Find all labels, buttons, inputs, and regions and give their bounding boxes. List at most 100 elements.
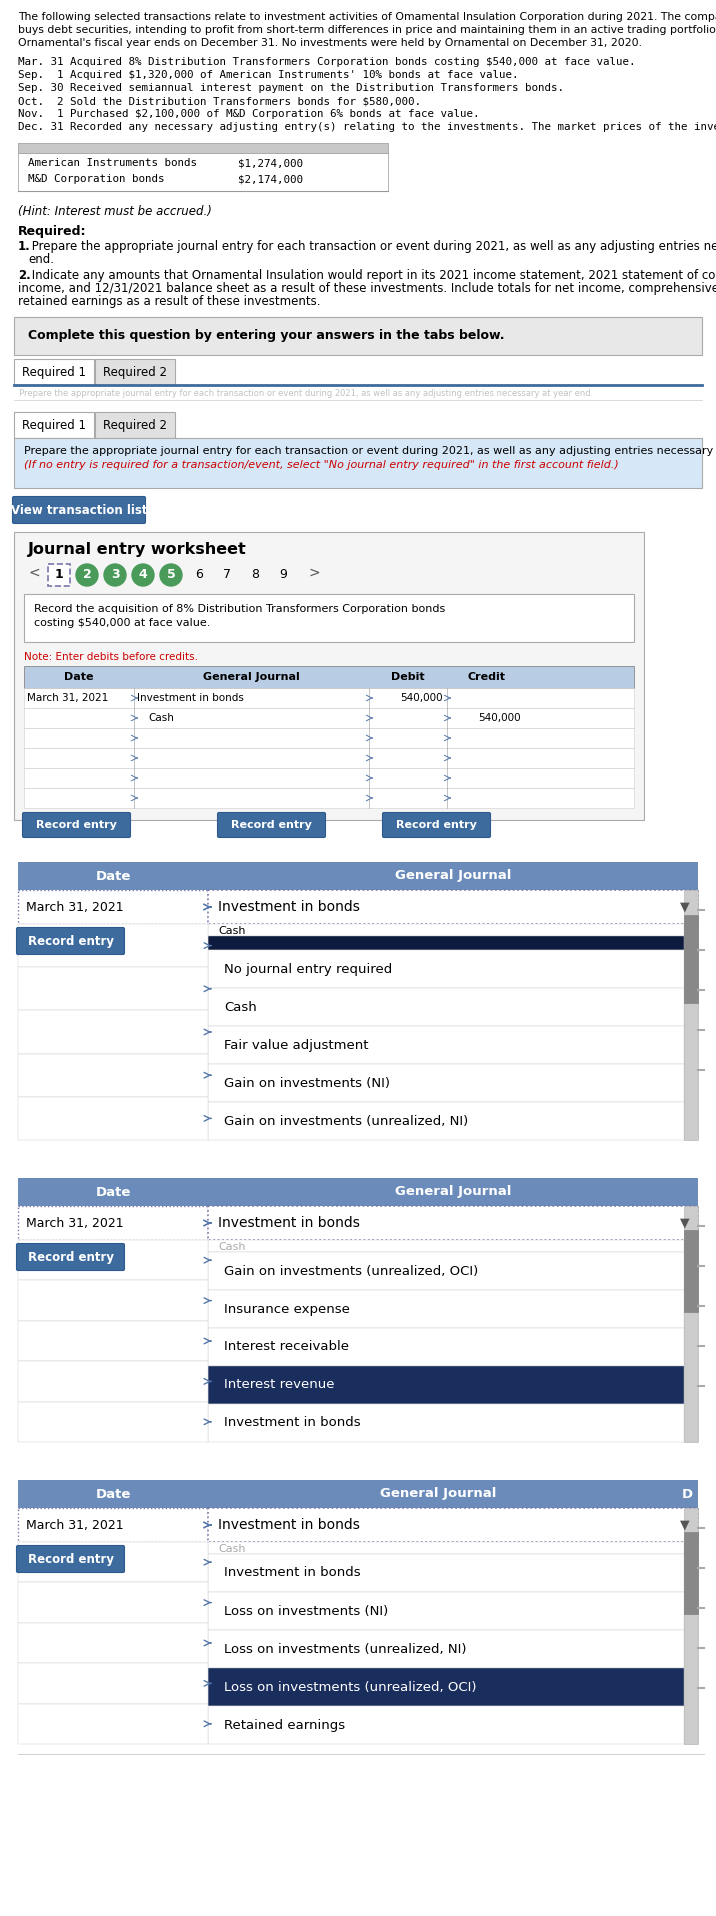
Text: Gain on investments (unrealized, NI): Gain on investments (unrealized, NI)	[224, 1115, 468, 1127]
Text: Record entry: Record entry	[27, 1251, 114, 1263]
Text: Date: Date	[95, 1186, 131, 1199]
Text: American Instruments bonds: American Instruments bonds	[28, 157, 197, 169]
Text: retained earnings as a result of these investments.: retained earnings as a result of these i…	[18, 295, 321, 308]
Text: Prepare the appropriate journal entry for each transaction or event during 2021,: Prepare the appropriate journal entry fo…	[19, 389, 594, 399]
Bar	[684, 1205, 698, 1443]
FancyBboxPatch shape	[12, 496, 145, 523]
Bar	[18, 1703, 208, 1744]
Bar	[14, 439, 702, 489]
Bar	[18, 1542, 208, 1583]
Text: Record the acquisition of 8% Distribution Transformers Corporation bonds: Record the acquisition of 8% Distributio…	[34, 604, 445, 613]
Bar	[18, 1054, 208, 1096]
Bar	[18, 1205, 208, 1240]
Bar	[208, 1404, 684, 1443]
FancyBboxPatch shape	[16, 1546, 125, 1573]
Text: Gain on investments (unrealized, OCI): Gain on investments (unrealized, OCI)	[224, 1265, 478, 1278]
Bar	[14, 316, 702, 354]
Text: Investment in bonds: Investment in bonds	[218, 901, 360, 914]
Text: ▼: ▼	[680, 1519, 690, 1531]
Text: Required 2: Required 2	[103, 418, 167, 431]
Bar	[18, 1096, 208, 1140]
Bar	[208, 1205, 698, 1240]
Text: Investment in bonds: Investment in bonds	[224, 1416, 361, 1429]
Text: Investment in bonds: Investment in bonds	[218, 1517, 360, 1533]
Bar	[18, 1508, 208, 1542]
Text: M&D Corporation bonds: M&D Corporation bonds	[28, 174, 165, 184]
Text: $1,274,000: $1,274,000	[238, 157, 303, 169]
Bar	[95, 412, 175, 439]
Text: Investment in bonds: Investment in bonds	[137, 694, 244, 703]
Text: Required 1: Required 1	[22, 418, 86, 431]
Text: Retained earnings: Retained earnings	[224, 1719, 345, 1732]
Text: Required:: Required:	[18, 224, 87, 238]
Text: >: >	[308, 565, 319, 581]
Bar	[18, 1403, 208, 1443]
Bar	[18, 1360, 208, 1403]
Text: Ornamental's fiscal year ends on December 31. No investments were held by Orname: Ornamental's fiscal year ends on Decembe…	[18, 38, 642, 48]
Text: ▼: ▼	[680, 1217, 690, 1230]
Text: (Hint: Interest must be accrued.): (Hint: Interest must be accrued.)	[18, 205, 212, 218]
Bar	[208, 1063, 684, 1102]
Text: Date: Date	[95, 1487, 131, 1500]
Bar	[208, 924, 684, 937]
Bar	[208, 1025, 684, 1063]
Text: 6: 6	[195, 569, 203, 581]
Text: Interest receivable: Interest receivable	[224, 1341, 349, 1353]
Bar	[208, 1289, 684, 1328]
Text: Indicate any amounts that Ornamental Insulation would report in its 2021 income : Indicate any amounts that Ornamental Ins…	[28, 268, 716, 282]
Bar	[18, 968, 208, 1010]
Bar	[24, 747, 634, 768]
Text: Date: Date	[64, 673, 94, 682]
Text: Credit: Credit	[467, 673, 505, 682]
Bar	[24, 594, 634, 642]
FancyBboxPatch shape	[382, 812, 490, 837]
FancyBboxPatch shape	[22, 812, 130, 837]
Bar	[24, 728, 634, 747]
Bar	[208, 950, 684, 989]
Text: Record entry: Record entry	[36, 820, 117, 830]
Bar	[14, 358, 94, 385]
Bar	[18, 1178, 698, 1205]
Text: View transaction list: View transaction list	[11, 504, 147, 517]
Bar	[208, 1554, 684, 1592]
Bar	[18, 1240, 208, 1280]
Bar	[24, 787, 634, 809]
Circle shape	[132, 563, 154, 586]
Text: 8: 8	[251, 569, 259, 581]
Bar	[208, 1631, 684, 1669]
Bar	[208, 1542, 684, 1554]
Text: costing $540,000 at face value.: costing $540,000 at face value.	[34, 619, 211, 628]
Text: Prepare the appropriate journal entry for each transaction or event during 2021,: Prepare the appropriate journal entry fo…	[24, 446, 716, 456]
Bar	[18, 1479, 698, 1508]
Text: 4: 4	[139, 569, 147, 581]
Bar	[18, 1663, 208, 1703]
Text: Record entry: Record entry	[27, 1552, 114, 1565]
Text: Investment in bonds: Investment in bonds	[218, 1217, 360, 1230]
Bar	[18, 1320, 208, 1360]
Text: Journal entry worksheet: Journal entry worksheet	[28, 542, 247, 558]
Text: Cash: Cash	[224, 1000, 257, 1014]
Text: 540,000: 540,000	[400, 694, 443, 703]
Bar	[208, 1328, 684, 1366]
Text: Loss on investments (unrealized, NI): Loss on investments (unrealized, NI)	[224, 1642, 467, 1655]
Text: Cash: Cash	[218, 1544, 246, 1554]
Bar	[208, 1669, 684, 1705]
Text: end.: end.	[28, 253, 54, 266]
Text: buys debt securities, intending to profit from short-term differences in price a: buys debt securities, intending to profi…	[18, 25, 716, 34]
Text: The following selected transactions relate to investment activities of Omamental: The following selected transactions rela…	[18, 11, 716, 21]
Bar	[684, 1531, 698, 1613]
Text: General Journal: General Journal	[395, 870, 511, 883]
Bar	[684, 916, 698, 1002]
Bar	[208, 891, 698, 924]
FancyBboxPatch shape	[16, 1243, 125, 1270]
Text: Debit: Debit	[391, 673, 425, 682]
Text: 1: 1	[54, 569, 64, 581]
Bar	[208, 1251, 684, 1289]
Bar	[18, 144, 388, 153]
Bar	[18, 891, 208, 924]
Bar	[14, 533, 644, 820]
Text: Insurance expense: Insurance expense	[224, 1303, 350, 1316]
Circle shape	[160, 563, 182, 586]
Text: Investment in bonds: Investment in bonds	[224, 1567, 361, 1579]
Text: 7: 7	[223, 569, 231, 581]
